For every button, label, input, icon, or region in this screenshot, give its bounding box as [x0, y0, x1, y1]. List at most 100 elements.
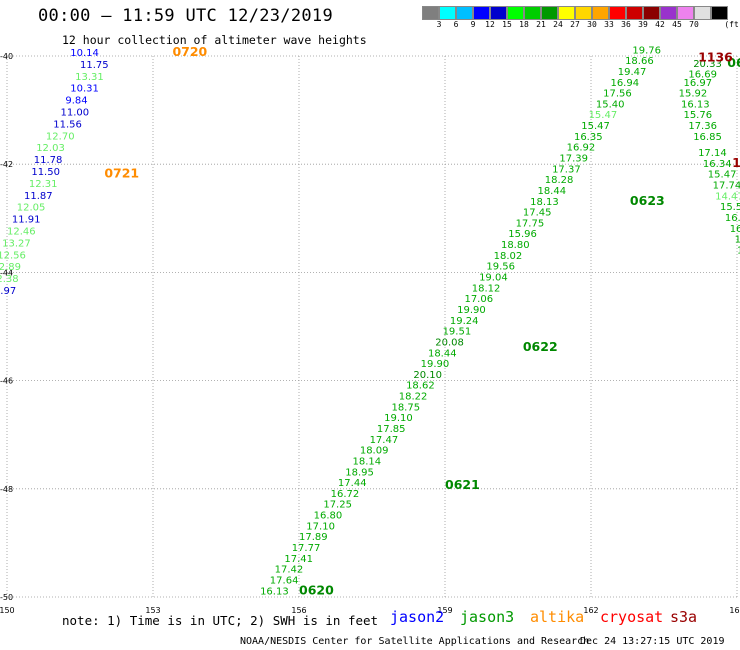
wave-height-reading: 19.04 — [479, 273, 508, 284]
legend-tick-label: 6 — [453, 20, 459, 29]
legend-tick-label: 36 — [621, 20, 631, 29]
wave-height-reading: 12.70 — [46, 131, 75, 142]
wave-height-reading: 11.91 — [12, 215, 41, 226]
legend-swatch — [541, 6, 558, 20]
wave-height-reading: 19.47 — [618, 67, 647, 78]
wave-height-reading: 15.96 — [508, 229, 537, 240]
wave-height-reading: 17.10 — [306, 521, 335, 532]
wave-height-reading: 18.14 — [353, 456, 382, 467]
wave-height-reading: 16.97 — [683, 78, 712, 89]
track-time-label: 113 — [732, 155, 740, 170]
wave-height-reading: 16.74 — [730, 224, 740, 235]
wave-height-reading: 18.44 — [428, 348, 457, 359]
wave-height-reading: 17.92 — [735, 235, 740, 246]
wave-height-reading: 17.16 — [654, 13, 683, 24]
wave-height-reading: 17.39 — [559, 153, 588, 164]
wave-height-reading: 16.92 — [567, 143, 596, 154]
wave-height-reading: 18.44 — [537, 186, 566, 197]
wave-height-reading: 20.08 — [435, 337, 464, 348]
lat-tick-label: -50 — [0, 593, 13, 602]
track-time-label: 0622 — [523, 339, 558, 354]
wave-height-reading: 16.72 — [331, 489, 360, 500]
wave-height-reading: 15.47 — [589, 110, 618, 121]
wave-height-reading: 16.69 — [688, 70, 717, 81]
satellite-label-cryosat: cryosat — [600, 608, 664, 626]
wave-height-reading: 17.89 — [299, 532, 328, 543]
legend-swatch — [575, 6, 592, 20]
legend-swatch — [643, 6, 660, 20]
legend-swatch — [677, 6, 694, 20]
wave-height-reading: 12.03 — [36, 143, 65, 154]
wave-height-reading: 12.05 — [17, 203, 46, 214]
legend-tick-label: 12 — [485, 20, 495, 29]
wave-height-reading: 18.22 — [399, 392, 428, 403]
wave-height-reading: 16.35 — [574, 132, 603, 143]
wave-height-reading: 17.75 — [516, 218, 545, 229]
lon-tick-label: 150 — [0, 606, 15, 615]
legend-swatch — [711, 6, 728, 20]
wave-height-reading: 17.36 — [688, 121, 717, 132]
map-data-layer: 10.1411.7513.3110.319.8411.0011.5612.701… — [0, 0, 740, 597]
track-time-label: 0620 — [299, 582, 334, 597]
wave-height-reading: 16.34 — [703, 159, 732, 170]
legend-tick-label: 15 — [502, 20, 512, 29]
wave-height-reading: 18.12 — [472, 283, 501, 294]
legend-swatch — [473, 6, 490, 20]
wave-height-reading: 18.62 — [406, 381, 435, 392]
footer-credit: NOAA/NESDIS Center for Satellite Applica… — [240, 636, 590, 647]
wave-height-reading: 17.56 — [603, 89, 632, 100]
track-time-label: 1136 — [698, 49, 733, 64]
track-time-label: 0621 — [445, 477, 480, 492]
lon-tick-label: 165 — [729, 606, 740, 615]
legend-tick-label: 24 — [553, 20, 563, 29]
wave-height-reading: 15.92 — [679, 89, 708, 100]
legend-swatch — [439, 6, 456, 20]
legend-tick-label: 27 — [570, 20, 580, 29]
legend-swatch — [592, 6, 609, 20]
satellite-label-jason3: jason3 — [460, 608, 515, 626]
legend-tick-label: 18 — [519, 20, 529, 29]
satellite-label-altika: altika — [530, 608, 585, 626]
legend-swatch — [507, 6, 524, 20]
wave-height-reading: 17.77 — [292, 543, 321, 554]
wave-height-reading: 13.31 — [75, 72, 104, 83]
legend-tick-label: 33 — [604, 20, 614, 29]
lat-tick-label: -42 — [0, 160, 13, 169]
lat-tick-label: -44 — [0, 268, 13, 277]
wave-height-reading: 19.76 — [632, 45, 661, 56]
legend-swatch — [490, 6, 507, 20]
wave-height-reading: 12.38 — [0, 274, 19, 285]
legend-swatch — [456, 6, 473, 20]
legend-unit: (ft) — [724, 20, 740, 29]
track-time-label: 0623 — [630, 193, 665, 208]
wave-height-reading: 19.90 — [457, 305, 486, 316]
wave-height-reading: 13.27 — [2, 238, 31, 249]
lon-tick-label: 156 — [291, 606, 306, 615]
legend-tick-label: 45 — [672, 20, 682, 29]
wave-height-reading: 17.42 — [275, 565, 304, 576]
wave-height-reading: 11.75 — [80, 60, 109, 71]
lon-tick-label: 153 — [145, 606, 160, 615]
wave-height-reading: 15.89 — [669, 0, 698, 2]
wave-height-reading: 18.80 — [501, 240, 530, 251]
track-time-label: 0624 — [727, 55, 740, 70]
wave-height-reading: 18.75 — [391, 402, 420, 413]
legend-swatch — [422, 6, 439, 20]
wave-height-reading: 17.45 — [523, 208, 552, 219]
wave-height-reading: 12.31 — [29, 179, 58, 190]
legend-tick-label: 42 — [655, 20, 665, 29]
legend-tick-label: 70 — [689, 20, 699, 29]
lat-tick-label: -48 — [0, 485, 13, 494]
wave-height-reading: 17.27 — [737, 245, 740, 256]
lon-tick-label: 162 — [583, 606, 598, 615]
footer-timestamp: Dec 24 13:27:15 UTC 2019 — [580, 636, 725, 647]
legend-tick-label: 21 — [536, 20, 546, 29]
legend-swatch — [694, 6, 711, 20]
wave-height-reading: 10.14 — [70, 48, 99, 59]
wave-height-reading: 20.33 — [693, 59, 722, 70]
wave-height-reading: 18.09 — [360, 446, 389, 457]
page-subtitle: 12 hour collection of altimeter wave hei… — [62, 33, 367, 47]
lon-tick-label: 159 — [437, 606, 452, 615]
footer-note: note: 1) Time is in UTC; 2) SWH is in fe… — [62, 613, 379, 628]
wave-height-reading: 16.85 — [693, 132, 722, 143]
